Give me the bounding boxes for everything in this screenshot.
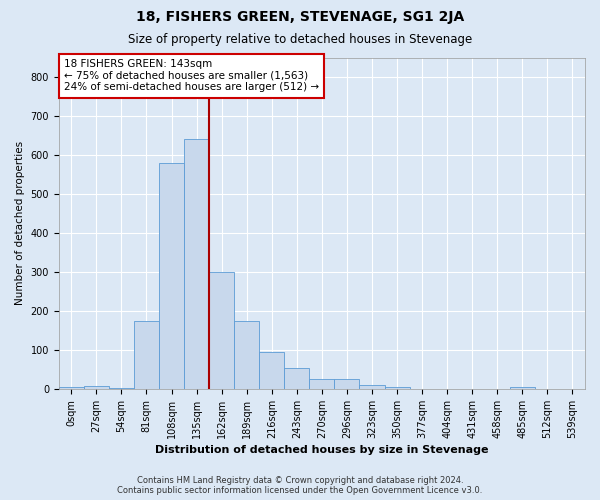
Bar bbox=[385, 387, 410, 389]
Bar bbox=[209, 272, 234, 389]
Text: 18, FISHERS GREEN, STEVENAGE, SG1 2JA: 18, FISHERS GREEN, STEVENAGE, SG1 2JA bbox=[136, 10, 464, 24]
Text: 18 FISHERS GREEN: 143sqm
← 75% of detached houses are smaller (1,563)
24% of sem: 18 FISHERS GREEN: 143sqm ← 75% of detach… bbox=[64, 59, 319, 92]
Bar bbox=[134, 320, 159, 389]
Bar bbox=[59, 387, 84, 389]
Bar bbox=[284, 368, 310, 389]
Bar bbox=[310, 379, 334, 389]
Bar bbox=[84, 386, 109, 389]
Bar bbox=[259, 352, 284, 389]
Bar bbox=[109, 388, 134, 389]
Bar bbox=[159, 163, 184, 389]
X-axis label: Distribution of detached houses by size in Stevenage: Distribution of detached houses by size … bbox=[155, 445, 488, 455]
Text: Contains HM Land Registry data © Crown copyright and database right 2024.
Contai: Contains HM Land Registry data © Crown c… bbox=[118, 476, 482, 495]
Bar bbox=[334, 379, 359, 389]
Bar bbox=[510, 387, 535, 389]
Bar bbox=[184, 140, 209, 389]
Bar bbox=[359, 385, 385, 389]
Bar bbox=[234, 320, 259, 389]
Y-axis label: Number of detached properties: Number of detached properties bbox=[15, 141, 25, 306]
Text: Size of property relative to detached houses in Stevenage: Size of property relative to detached ho… bbox=[128, 32, 472, 46]
